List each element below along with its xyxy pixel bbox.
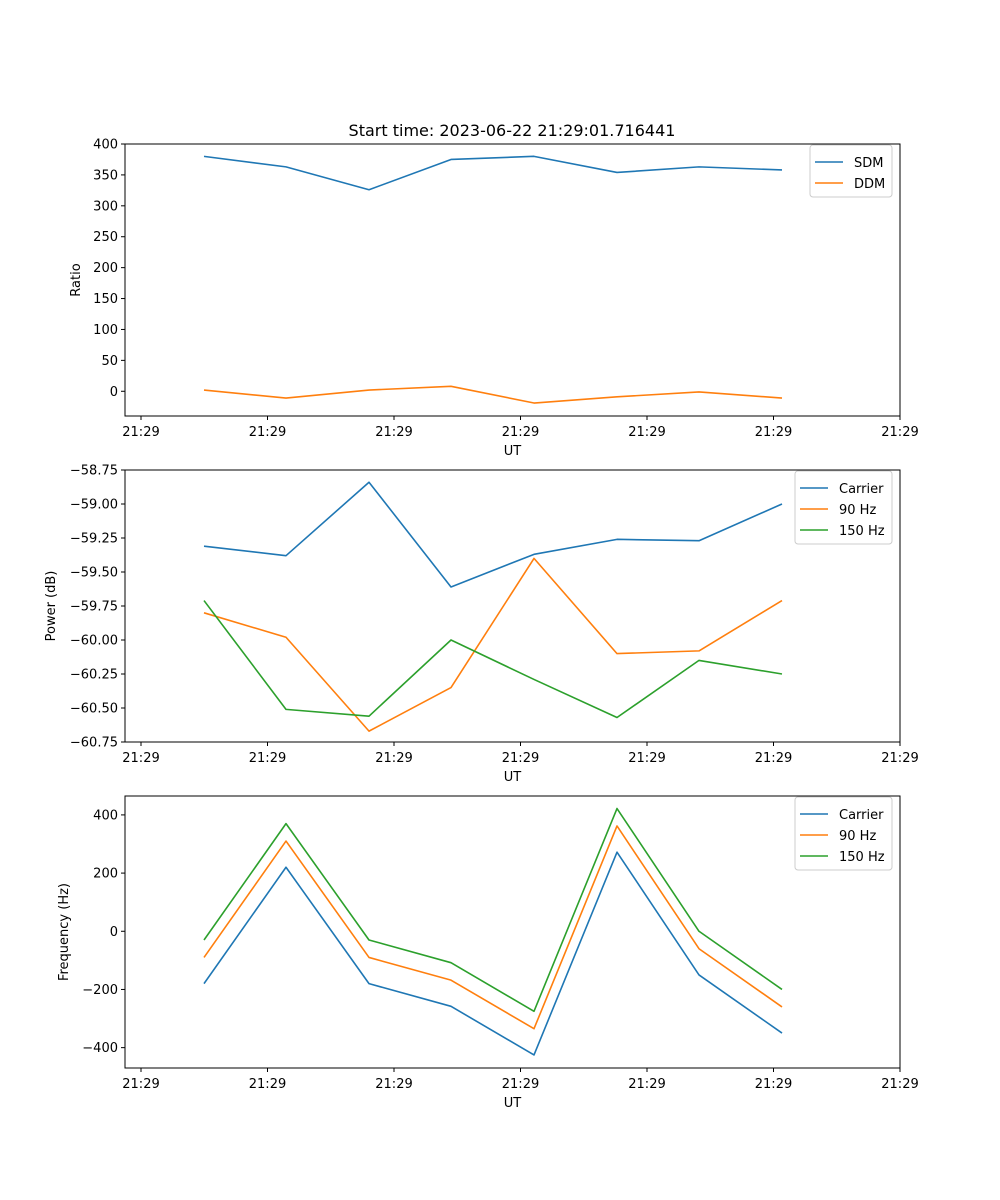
y-tick-label: −59.25 — [70, 532, 118, 547]
series-line-sdm — [203, 155, 783, 191]
legend-label: 90 Hz — [839, 829, 876, 844]
y-tick-label: 200 — [93, 867, 118, 882]
y-tick-label: −60.00 — [70, 634, 118, 649]
x-tick-label: 21:29 — [375, 751, 412, 766]
y-tick-label: 150 — [93, 292, 118, 307]
y-tick-label: 50 — [101, 354, 118, 369]
y-tick-label: −59.75 — [70, 600, 118, 615]
x-tick-label: 21:29 — [122, 751, 159, 766]
y-tick-label: −60.50 — [70, 702, 118, 717]
y-tick-label: 250 — [93, 230, 118, 245]
y-tick-label: −58.75 — [70, 464, 118, 479]
y-tick-label: 200 — [93, 261, 118, 276]
y-tick-label: −59.50 — [70, 566, 118, 581]
y-tick-label: 350 — [93, 168, 118, 183]
y-tick-label: 300 — [93, 199, 118, 214]
y-tick-label: 100 — [93, 323, 118, 338]
power-panel: 21:29 21:29 21:29 21:29 21:29 21:29 21:29 −58.7… — [44, 464, 919, 786]
legend-box — [794, 796, 893, 871]
legend-box — [794, 470, 893, 545]
legend-label: 150 Hz — [839, 524, 885, 539]
axes-frame — [124, 143, 901, 417]
y-axis-label: Frequency (Hz) — [57, 883, 72, 981]
x-tick-label: 21:29 — [881, 425, 918, 440]
series-line-carrier — [203, 481, 783, 588]
x-tick-label: 21:29 — [628, 1077, 665, 1092]
x-tick-label: 21:29 — [502, 751, 539, 766]
series-line-carrier — [203, 851, 783, 1056]
legend-box — [809, 144, 893, 198]
x-tick-label: 21:29 — [755, 751, 792, 766]
series-line-90-hz — [203, 557, 783, 732]
axes-frame — [124, 469, 901, 743]
series-line-ddm — [203, 385, 783, 404]
x-tick-label: 21:29 — [375, 425, 412, 440]
legend-label: Carrier — [839, 808, 884, 823]
ratio-panel: 21:29 21:29 21:29 21:29 21:29 21:29 21:29 0 50 10… — [69, 138, 919, 460]
y-tick-label: −60.75 — [70, 736, 118, 751]
y-axis-label: Ratio — [69, 263, 84, 296]
y-tick-label: −59.00 — [70, 498, 118, 513]
x-tick-label: 21:29 — [249, 425, 286, 440]
series-line-150-hz — [203, 600, 783, 719]
x-axis-label: UT — [504, 1096, 522, 1111]
x-tick-label: 21:29 — [755, 1077, 792, 1092]
y-tick-label: 0 — [110, 925, 118, 940]
x-tick-label: 21:29 — [628, 425, 665, 440]
y-tick-label: 400 — [93, 808, 118, 823]
x-tick-label: 21:29 — [881, 751, 918, 766]
y-tick-label: 0 — [110, 385, 118, 400]
figure-title: Start time: 2023-06-22 21:29:01.716441 — [349, 121, 676, 140]
x-tick-label: 21:29 — [122, 1077, 159, 1092]
x-tick-label: 21:29 — [122, 425, 159, 440]
legend-label: Carrier — [839, 482, 884, 497]
y-tick-label: −60.25 — [70, 668, 118, 683]
x-tick-label: 21:29 — [249, 1077, 286, 1092]
y-tick-label: −400 — [82, 1041, 118, 1056]
axes-frame — [124, 795, 901, 1069]
legend-label: DDM — [854, 177, 885, 192]
x-tick-label: 21:29 — [755, 425, 792, 440]
y-tick-label: 400 — [93, 138, 118, 153]
x-tick-label: 21:29 — [628, 751, 665, 766]
frequency-panel: 21:29 21:29 21:29 21:29 21:29 21:29 21:29 400 20… — [57, 795, 919, 1111]
legend-label: 150 Hz — [839, 850, 885, 865]
x-tick-label: 21:29 — [881, 1077, 918, 1092]
y-tick-label: −200 — [82, 983, 118, 998]
y-axis-label: Power (dB) — [44, 571, 59, 642]
legend-label: SDM — [854, 156, 883, 171]
x-tick-label: 21:29 — [502, 425, 539, 440]
series-line-150-hz — [203, 807, 783, 1013]
x-tick-label: 21:29 — [375, 1077, 412, 1092]
legend-label: 90 Hz — [839, 503, 876, 518]
series-line-90-hz — [203, 825, 783, 1030]
x-tick-label: 21:29 — [249, 751, 286, 766]
x-axis-label: UT — [504, 770, 522, 785]
x-axis-label: UT — [504, 444, 522, 459]
x-tick-label: 21:29 — [502, 1077, 539, 1092]
